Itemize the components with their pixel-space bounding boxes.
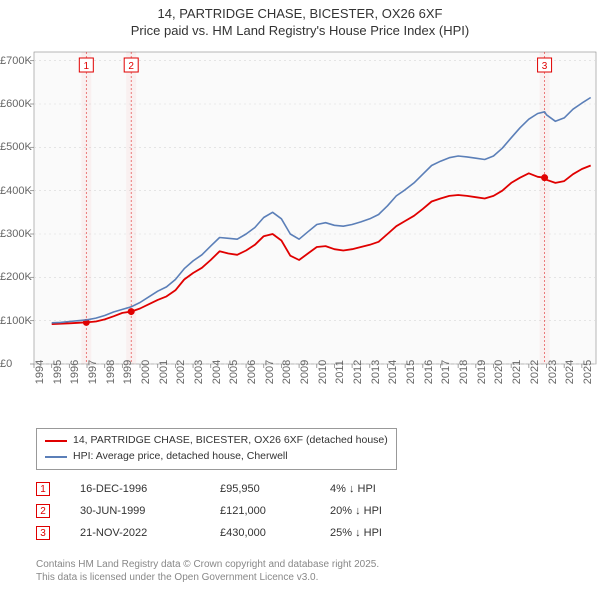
x-tick-label: 1996 xyxy=(69,360,81,384)
event-number-badge: 1 xyxy=(36,482,50,496)
x-tick-label: 2018 xyxy=(458,360,470,384)
event-price: £95,950 xyxy=(220,483,300,495)
title-line1: 14, PARTRIDGE CHASE, BICESTER, OX26 6XF xyxy=(0,6,600,21)
x-tick-label: 1997 xyxy=(87,360,99,384)
y-tick-label: £300K xyxy=(0,228,32,240)
event-diff: 20% ↓ HPI xyxy=(330,505,382,517)
x-tick-label: 2012 xyxy=(352,360,364,384)
x-tick-label: 2014 xyxy=(387,360,399,384)
y-tick-label: £200K xyxy=(0,271,32,283)
event-row: 1 16-DEC-1996 £95,950 4% ↓ HPI xyxy=(36,478,382,500)
title-line2: Price paid vs. HM Land Registry's House … xyxy=(0,23,600,38)
legend-row: 14, PARTRIDGE CHASE, BICESTER, OX26 6XF … xyxy=(45,433,388,449)
x-tick-label: 2023 xyxy=(547,360,559,384)
event-number-badge: 3 xyxy=(36,526,50,540)
svg-text:1: 1 xyxy=(84,61,90,72)
footer-line2: This data is licensed under the Open Gov… xyxy=(36,571,379,584)
x-tick-label: 2005 xyxy=(228,360,240,384)
x-tick-label: 2015 xyxy=(405,360,417,384)
x-tick-label: 1998 xyxy=(105,360,117,384)
legend-label: HPI: Average price, detached house, Cher… xyxy=(73,449,288,465)
x-tick-label: 2000 xyxy=(140,360,152,384)
legend-box: 14, PARTRIDGE CHASE, BICESTER, OX26 6XF … xyxy=(36,428,397,470)
events-table: 1 16-DEC-1996 £95,950 4% ↓ HPI 2 30-JUN-1999 £… xyxy=(36,478,382,544)
event-diff: 25% ↓ HPI xyxy=(330,527,382,539)
footer-attribution: Contains HM Land Registry data © Crown c… xyxy=(36,558,379,584)
x-tick-label: 2020 xyxy=(493,360,505,384)
x-tick-label: 2019 xyxy=(476,360,488,384)
legend-swatch xyxy=(45,456,67,458)
event-row: 3 21-NOV-2022 £430,000 25% ↓ HPI xyxy=(36,522,382,544)
event-diff: 4% ↓ HPI xyxy=(330,483,376,495)
x-tick-label: 2001 xyxy=(158,360,170,384)
x-tick-label: 2006 xyxy=(246,360,258,384)
y-tick-label: £700K xyxy=(0,55,32,67)
x-tick-label: 2021 xyxy=(511,360,523,384)
x-tick-label: 2025 xyxy=(582,360,594,384)
svg-text:3: 3 xyxy=(542,61,548,72)
y-tick-label: £600K xyxy=(0,98,32,110)
footer-line1: Contains HM Land Registry data © Crown c… xyxy=(36,558,379,571)
event-date: 21-NOV-2022 xyxy=(80,527,190,539)
legend-swatch xyxy=(45,440,67,442)
x-tick-label: 2003 xyxy=(193,360,205,384)
x-tick-label: 2002 xyxy=(175,360,187,384)
x-tick-label: 1994 xyxy=(34,360,46,384)
x-tick-label: 2009 xyxy=(299,360,311,384)
x-tick-label: 2011 xyxy=(334,360,346,384)
event-price: £430,000 xyxy=(220,527,300,539)
x-tick-label: 2016 xyxy=(423,360,435,384)
event-price: £121,000 xyxy=(220,505,300,517)
price-chart: 1 2 3 £0 £100K £200K £300K £400K £500K £600K £700… xyxy=(0,48,600,418)
x-tick-label: 2013 xyxy=(370,360,382,384)
page-root: 14, PARTRIDGE CHASE, BICESTER, OX26 6XF … xyxy=(0,0,600,590)
svg-text:2: 2 xyxy=(128,61,134,72)
y-tick-label: £0 xyxy=(0,358,12,370)
x-tick-label: 2022 xyxy=(529,360,541,384)
y-tick-label: £500K xyxy=(0,141,32,153)
title-block: 14, PARTRIDGE CHASE, BICESTER, OX26 6XF … xyxy=(0,0,600,38)
x-tick-label: 2010 xyxy=(317,360,329,384)
x-tick-label: 1995 xyxy=(52,360,64,384)
x-tick-label: 1999 xyxy=(122,360,134,384)
y-tick-label: £400K xyxy=(0,185,32,197)
x-tick-label: 2004 xyxy=(211,360,223,384)
y-tick-label: £100K xyxy=(0,315,32,327)
event-row: 2 30-JUN-1999 £121,000 20% ↓ HPI xyxy=(36,500,382,522)
x-tick-label: 2017 xyxy=(440,360,452,384)
event-date: 16-DEC-1996 xyxy=(80,483,190,495)
legend-row: HPI: Average price, detached house, Cher… xyxy=(45,449,388,465)
event-number-badge: 2 xyxy=(36,504,50,518)
x-tick-label: 2007 xyxy=(264,360,276,384)
x-tick-label: 2024 xyxy=(564,360,576,384)
x-tick-label: 2008 xyxy=(281,360,293,384)
event-date: 30-JUN-1999 xyxy=(80,505,190,517)
legend-label: 14, PARTRIDGE CHASE, BICESTER, OX26 6XF … xyxy=(73,433,388,449)
